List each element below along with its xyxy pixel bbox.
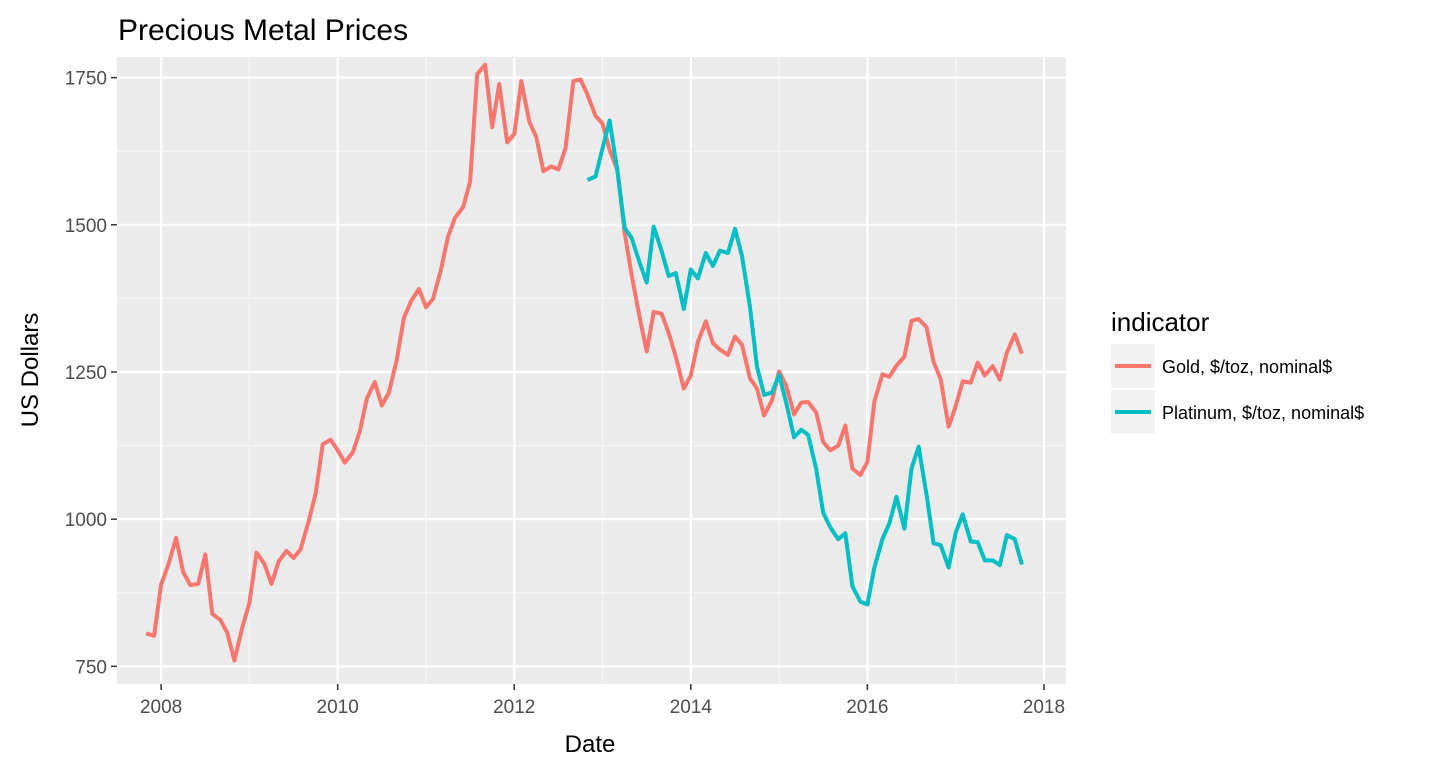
x-tick-label: 2012 [493,697,535,718]
legend-title: indicator [1111,307,1210,337]
y-axis-title: US Dollars [17,313,44,428]
chart-title: Precious Metal Prices [118,14,408,47]
x-tick-label: 2014 [670,697,713,718]
x-tick-label: 2018 [1023,697,1065,718]
y-tick-label: 1500 [65,216,107,237]
x-tick-label: 2008 [140,697,182,718]
y-axis: 750 1000 1250 1500 1750 [65,69,117,678]
y-tick-label: 1250 [65,363,107,384]
plot-panel [117,57,1066,684]
y-tick-label: 1000 [65,510,107,531]
legend-label-1: Platinum, $/toz, nominal$ [1162,403,1364,423]
x-tick-label: 2010 [317,697,359,718]
legend: indicator Gold, $/toz, nominal$ Platinum,… [1111,307,1364,434]
x-axis-title: Date [565,731,616,758]
series-line-0 [145,62,1024,663]
x-tick-label: 2016 [846,697,888,718]
series-layer [145,62,1024,663]
x-axis: 2008 2010 2012 2014 2016 2018 [140,684,1065,718]
legend-label-0: Gold, $/toz, nominal$ [1162,357,1332,377]
series-line-1 [586,118,1024,607]
y-tick-label: 1750 [65,69,107,90]
grid-minor [117,57,1066,684]
y-tick-label: 750 [75,657,107,678]
